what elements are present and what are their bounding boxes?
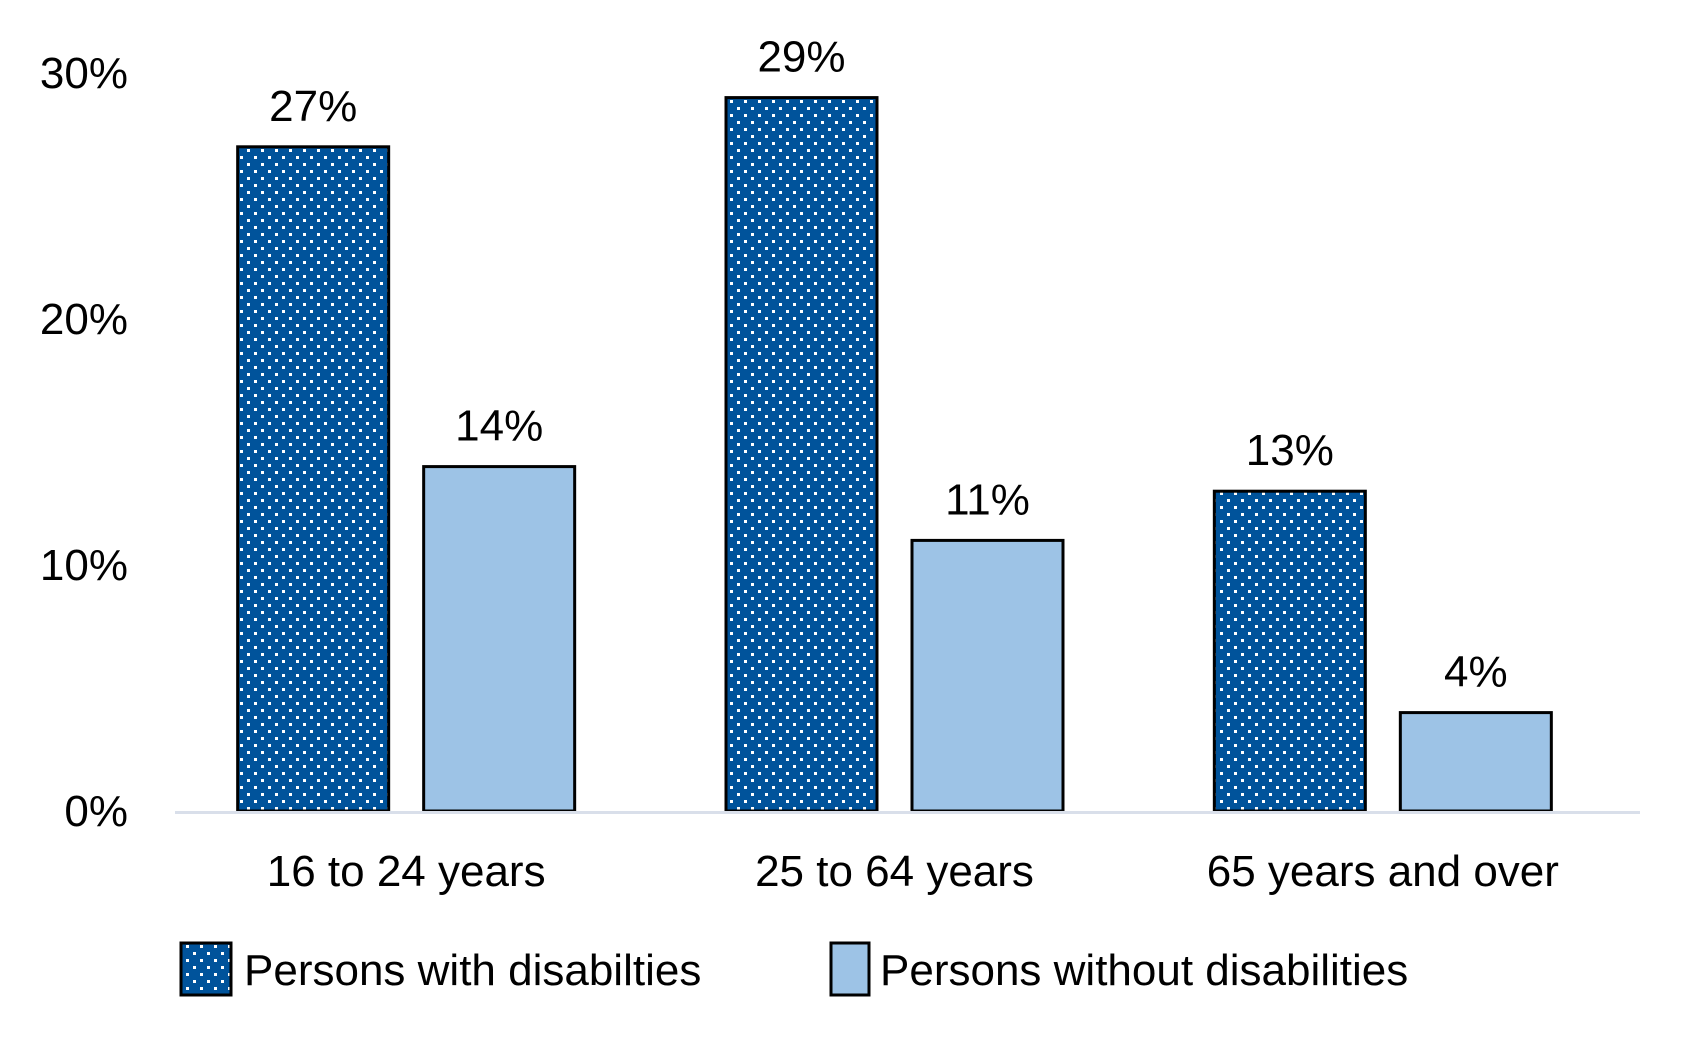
y-axis-tick-labels: 0% 10% 20% 30% — [40, 49, 128, 836]
y-tick-label: 20% — [40, 295, 128, 344]
legend-label-with-disabilities: Persons with disabilties — [244, 946, 701, 995]
bars — [236, 96, 1553, 813]
legend-swatch-with-disabilities — [179, 941, 233, 997]
bar-persons-with-disabilties-65-years-and-over — [1212, 489, 1367, 813]
data-label-persons-without-disabilities-65-years-and-over: 4% — [1444, 648, 1508, 697]
data-label-persons-without-disabilities-16-to-24-years: 14% — [455, 402, 543, 451]
data-labels: 27% 14% 29% 11% 13% 4% — [269, 33, 1508, 697]
bar-persons-without-disabilities-16-to-24-years — [422, 465, 577, 813]
legend: Persons with disabilties Persons without… — [179, 941, 1408, 997]
x-category-label: 65 years and over — [1207, 847, 1559, 896]
bar-persons-with-disabilties-16-to-24-years — [236, 145, 391, 813]
y-tick-label: 30% — [40, 49, 128, 98]
y-tick-label: 10% — [40, 541, 128, 590]
legend-label-without-disabilities: Persons without disabilities — [880, 946, 1408, 995]
bar-persons-without-disabilities-65-years-and-over — [1398, 711, 1553, 813]
x-category-label: 25 to 64 years — [755, 847, 1034, 896]
data-label-persons-with-disabilties-25-to-64-years: 29% — [757, 33, 845, 82]
x-axis-category-labels: 16 to 24 years 25 to 64 years 65 years and… — [267, 847, 1559, 896]
legend-item-with-disabilities: Persons with disabilties — [179, 941, 701, 997]
bar-persons-without-disabilities-25-to-64-years — [910, 538, 1065, 813]
data-label-persons-without-disabilities-25-to-64-years: 11% — [945, 475, 1030, 524]
x-category-label: 16 to 24 years — [267, 847, 546, 896]
legend-item-without-disabilities: Persons without disabilities — [829, 941, 1408, 997]
data-label-persons-with-disabilties-65-years-and-over: 13% — [1246, 426, 1334, 475]
bar-persons-with-disabilties-25-to-64-years — [724, 96, 879, 813]
data-label-persons-with-disabilties-16-to-24-years: 27% — [269, 82, 357, 131]
legend-swatch-without-disabilities — [829, 941, 871, 997]
y-tick-label: 0% — [64, 787, 128, 836]
